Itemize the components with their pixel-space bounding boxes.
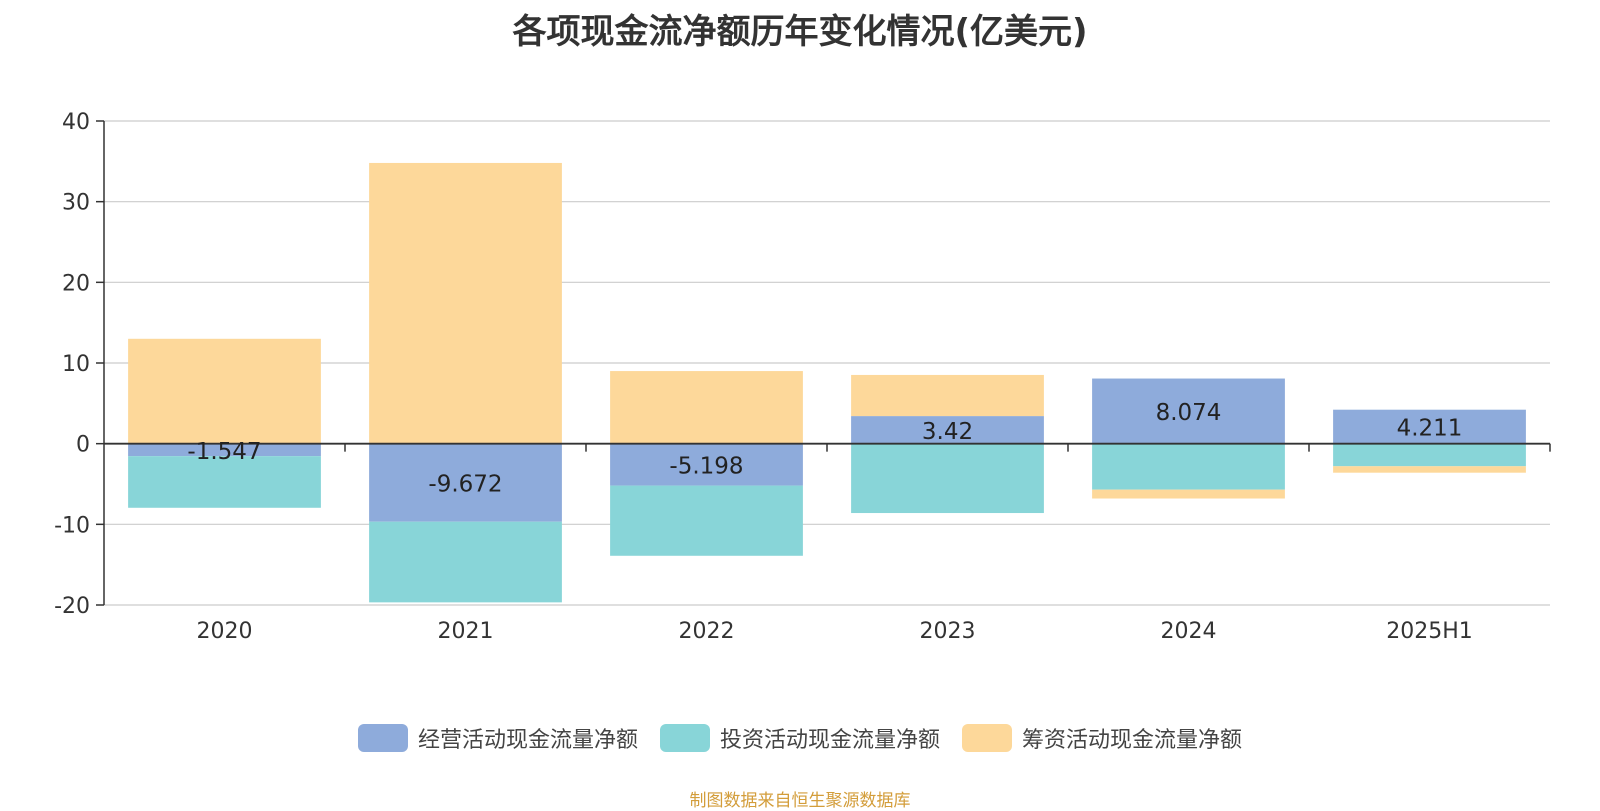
legend-swatch xyxy=(357,724,408,752)
x-tick-label: 2022 xyxy=(679,619,735,644)
chart-plot: -20 -10 0 10 20 30 40 2020 2021 2022 2023 2024 2025H… xyxy=(54,110,1551,644)
legend-item[interactable]: 经营活动现金流量净额 xyxy=(357,722,638,754)
bar xyxy=(128,456,321,508)
bar xyxy=(1333,409,1526,444)
legend-label: 筹资活动现金流量净额 xyxy=(1022,728,1243,753)
bar xyxy=(1092,378,1285,444)
bar xyxy=(1092,443,1285,490)
y-tick-label: -20 xyxy=(54,594,90,619)
y-tick-label: 30 xyxy=(62,191,90,216)
legend-item[interactable]: 投资活动现金流量净额 xyxy=(659,722,940,754)
bar xyxy=(851,374,1044,417)
y-tick-label: 0 xyxy=(76,433,90,458)
data-label: -1.547 xyxy=(187,439,261,465)
bar xyxy=(369,521,562,603)
data-label: 8.074 xyxy=(1156,400,1222,426)
source-note: 制图数据来自恒生聚源数据库 xyxy=(689,791,911,811)
bar xyxy=(851,416,1044,444)
y-tick-label: -10 xyxy=(54,513,90,538)
bar xyxy=(369,162,562,444)
y-tick-label: 40 xyxy=(62,110,90,135)
legend-swatch xyxy=(659,724,710,752)
data-label: -9.672 xyxy=(428,472,502,498)
bar xyxy=(1333,443,1526,467)
data-label: 3.42 xyxy=(922,419,973,445)
bar xyxy=(369,443,562,522)
bar xyxy=(610,443,803,486)
legend-swatch xyxy=(962,724,1012,752)
bars xyxy=(128,162,1526,603)
x-tick-label: 2023 xyxy=(920,619,976,644)
bar xyxy=(851,443,1044,514)
bar xyxy=(610,485,803,556)
grid-lines xyxy=(104,120,1550,606)
x-tick-label: 2025H1 xyxy=(1386,619,1473,644)
x-tick-label: 2021 xyxy=(438,619,494,644)
legend-label: 投资活动现金流量净额 xyxy=(719,728,940,753)
bar xyxy=(610,371,803,444)
data-label: 4.211 xyxy=(1397,416,1463,442)
x-tick-label: 2024 xyxy=(1161,619,1217,644)
legend-item[interactable]: 筹资活动现金流量净额 xyxy=(962,722,1242,754)
legend-label: 经营活动现金流量净额 xyxy=(417,728,638,753)
y-tick-label: 20 xyxy=(62,271,90,296)
bar xyxy=(1092,489,1285,499)
bar xyxy=(128,338,321,444)
data-labels: -1.547 -9.672 -5.198 3.42 8.074 4.211 xyxy=(187,400,1462,498)
legend: 经营活动现金流量净额 投资活动现金流量净额 筹资活动现金流量净额 xyxy=(0,722,1600,754)
axes: -20 -10 0 10 20 30 40 2020 2021 2022 2023 2024 2025H… xyxy=(54,110,1551,644)
chart-title: 各项现金流净额历年变化情况(亿美元) xyxy=(512,12,1088,52)
data-label: -5.198 xyxy=(669,454,743,480)
y-tick-label: 10 xyxy=(62,352,90,377)
bar xyxy=(128,443,321,457)
x-tick-label: 2020 xyxy=(197,619,253,644)
bar xyxy=(1333,466,1526,473)
